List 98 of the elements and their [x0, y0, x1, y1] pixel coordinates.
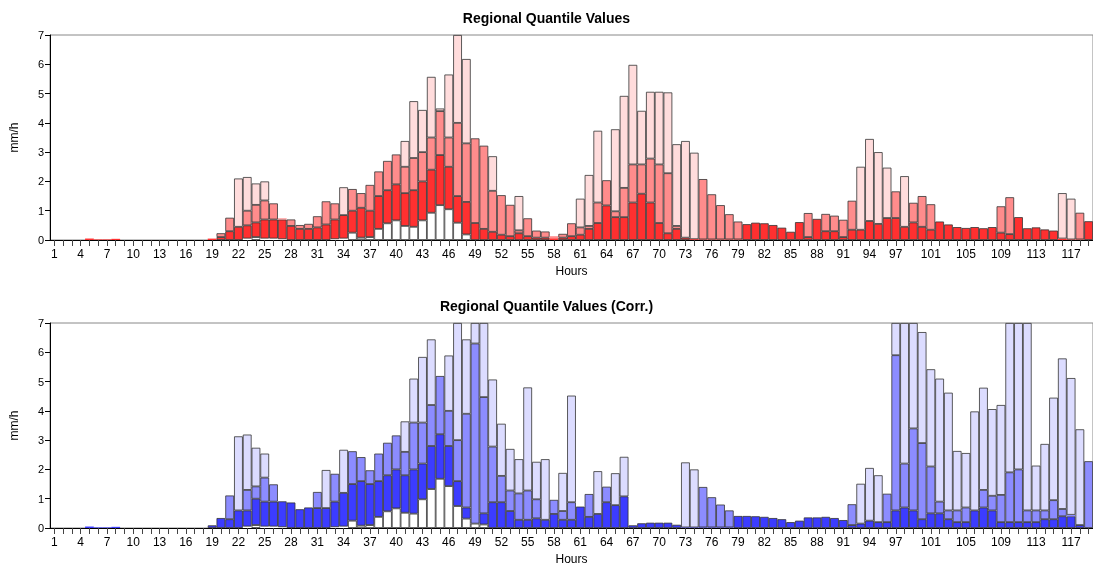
- x-tick-label: 43: [415, 247, 430, 261]
- chart-title: Regional Quantile Values (Corr.): [439, 297, 654, 314]
- x-tick-label: 49: [468, 534, 483, 549]
- x-tick-label: 85: [783, 534, 798, 549]
- x-tick-label: 79: [731, 534, 746, 549]
- x-tick-label: 76: [705, 247, 719, 261]
- y-tick-label: 2: [37, 462, 44, 475]
- x-tick-label: 40: [389, 247, 404, 261]
- y-axis-title: mm/h: [7, 122, 21, 153]
- x-tick-label: 25: [258, 534, 272, 549]
- x-tick-label: 109: [990, 247, 1012, 261]
- x-axis-title: Hours: [555, 263, 588, 278]
- x-tick-label: 22: [231, 534, 246, 549]
- x-tick-label: 25: [258, 247, 272, 261]
- x-tick-label: 31: [310, 534, 325, 549]
- x-tick-label: 64: [599, 534, 614, 549]
- x-tick-label: 34: [336, 534, 351, 549]
- x-tick-label: 46: [442, 534, 456, 549]
- y-tick-label: 5: [37, 87, 44, 100]
- x-tick-label: 16: [179, 247, 193, 261]
- x-tick-label: 97: [889, 534, 903, 549]
- x-tick-label: 1: [51, 534, 59, 549]
- x-tick-label: 10: [126, 534, 141, 549]
- x-tick-label: 34: [336, 247, 351, 261]
- x-tick-label: 117: [1061, 247, 1081, 261]
- x-tick-label: 76: [705, 534, 719, 549]
- x-tick-label: 67: [626, 247, 640, 261]
- x-tick-label: 61: [573, 247, 588, 261]
- y-tick-label: 0: [37, 234, 44, 246]
- x-tick-label: 16: [179, 534, 193, 549]
- x-tick-label: 43: [415, 534, 430, 549]
- x-tick-label: 4: [77, 534, 85, 549]
- x-tick-label: 91: [836, 247, 851, 261]
- x-tick-label: 79: [731, 247, 746, 261]
- x-tick-label: 40: [389, 534, 404, 549]
- y-tick-label: 3: [37, 146, 44, 159]
- x-tick-label: 13: [152, 247, 167, 261]
- x-tick-label: 73: [678, 534, 693, 549]
- x-tick-label: 64: [599, 247, 614, 261]
- x-tick-label: 1: [51, 247, 59, 261]
- x-tick-label: 105: [955, 534, 977, 549]
- x-tick-label: 37: [363, 247, 377, 261]
- x-tick-label: 10: [126, 247, 141, 261]
- x-tick-label: 82: [757, 247, 772, 261]
- x-tick-label: 4: [77, 247, 85, 261]
- x-tick-label: 70: [652, 247, 667, 261]
- x-tick-label: 13: [152, 534, 167, 549]
- y-tick-label: 6: [37, 345, 44, 358]
- x-tick-label: 7: [103, 534, 111, 549]
- y-tick-label: 7: [37, 29, 44, 41]
- x-tick-label: 85: [783, 247, 798, 261]
- x-tick-label: 70: [652, 534, 667, 549]
- y-tick-label: 1: [37, 492, 44, 505]
- x-tick-label: 58: [547, 534, 561, 549]
- x-tick-label: 113: [1026, 534, 1046, 549]
- x-tick-label: 28: [284, 534, 299, 549]
- x-tick-label: 55: [521, 534, 535, 549]
- y-tick-label: 4: [37, 116, 44, 129]
- x-tick-label: 101: [920, 534, 942, 549]
- x-tick-label: 88: [810, 534, 824, 549]
- y-tick-label: 5: [37, 375, 44, 388]
- x-tick-label: 52: [494, 534, 509, 549]
- y-axis-title: mm/h: [7, 410, 21, 440]
- y-tick-label: 3: [37, 433, 44, 446]
- chart-title: Regional Quantile Values: [462, 10, 631, 26]
- x-tick-label: 49: [468, 247, 483, 261]
- y-tick-label: 1: [37, 204, 44, 217]
- y-tick-label: 4: [37, 404, 44, 417]
- x-tick-label: 97: [889, 247, 903, 261]
- x-tick-label: 109: [990, 534, 1012, 549]
- x-tick-label: 101: [920, 247, 942, 261]
- x-tick-label: 31: [310, 247, 325, 261]
- x-tick-label: 19: [205, 534, 220, 549]
- x-tick-label: 94: [862, 247, 877, 261]
- x-tick-label: 37: [363, 534, 377, 549]
- x-tick-label: 61: [573, 534, 588, 549]
- x-tick-label: 113: [1026, 247, 1046, 261]
- x-tick-label: 58: [547, 247, 561, 261]
- x-axis-title: Hours: [555, 551, 588, 566]
- x-tick-label: 7: [103, 247, 111, 261]
- y-tick-label: 2: [37, 175, 44, 188]
- y-tick-label: 0: [37, 521, 44, 534]
- x-tick-label: 22: [231, 247, 246, 261]
- x-tick-label: 73: [678, 247, 693, 261]
- x-tick-label: 55: [521, 247, 535, 261]
- x-tick-label: 67: [626, 534, 640, 549]
- x-tick-label: 94: [862, 534, 877, 549]
- x-tick-label: 88: [810, 247, 824, 261]
- y-tick-label: 7: [37, 316, 44, 329]
- x-tick-label: 28: [284, 247, 299, 261]
- x-tick-label: 105: [955, 247, 977, 261]
- y-tick-label: 6: [37, 58, 44, 71]
- x-tick-label: 46: [442, 247, 456, 261]
- x-tick-label: 91: [836, 534, 851, 549]
- x-tick-label: 117: [1061, 534, 1081, 549]
- x-tick-label: 52: [494, 247, 509, 261]
- x-tick-label: 82: [757, 534, 772, 549]
- x-tick-label: 19: [205, 247, 220, 261]
